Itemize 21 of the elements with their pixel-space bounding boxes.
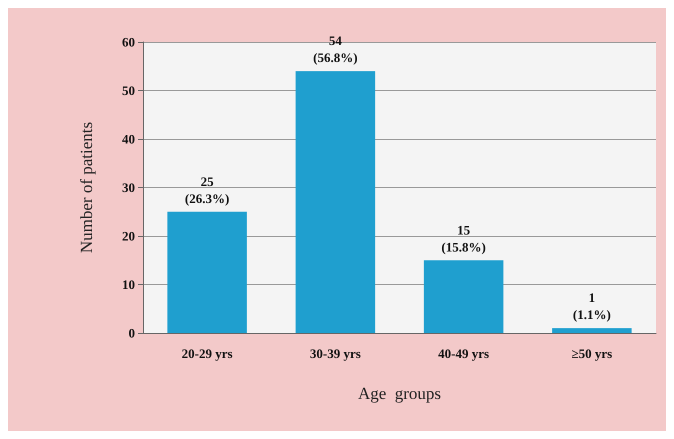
y-tick-label: 60 xyxy=(122,34,135,50)
y-tick-label: 40 xyxy=(122,132,135,146)
data-label: 15 (15.8%) xyxy=(441,222,486,254)
x-axis-title: Age groups xyxy=(358,384,442,403)
x-tick-label: ≥50 yrs xyxy=(572,346,612,361)
y-tick-label: 30 xyxy=(122,180,135,195)
data-label: 25 (26.3%) xyxy=(184,174,230,206)
bar xyxy=(552,328,632,333)
x-tick-label: 20-29 yrs xyxy=(182,346,233,361)
y-axis-title: Number of patients xyxy=(77,122,96,254)
y-tick-label: 20 xyxy=(122,228,135,244)
bar xyxy=(167,212,247,333)
data-label: 1 (1.1%) xyxy=(572,290,611,322)
bar xyxy=(424,260,504,333)
y-tick-label: 10 xyxy=(122,277,135,292)
data-label: 54 (56.8%) xyxy=(313,33,358,66)
bar xyxy=(296,71,376,333)
y-tick-label: 50 xyxy=(122,83,135,98)
x-tick-label: 40-49 yrs xyxy=(438,346,490,361)
x-tick-label: 30-39 yrs xyxy=(310,346,361,361)
y-tick-label: 0 xyxy=(128,326,135,340)
